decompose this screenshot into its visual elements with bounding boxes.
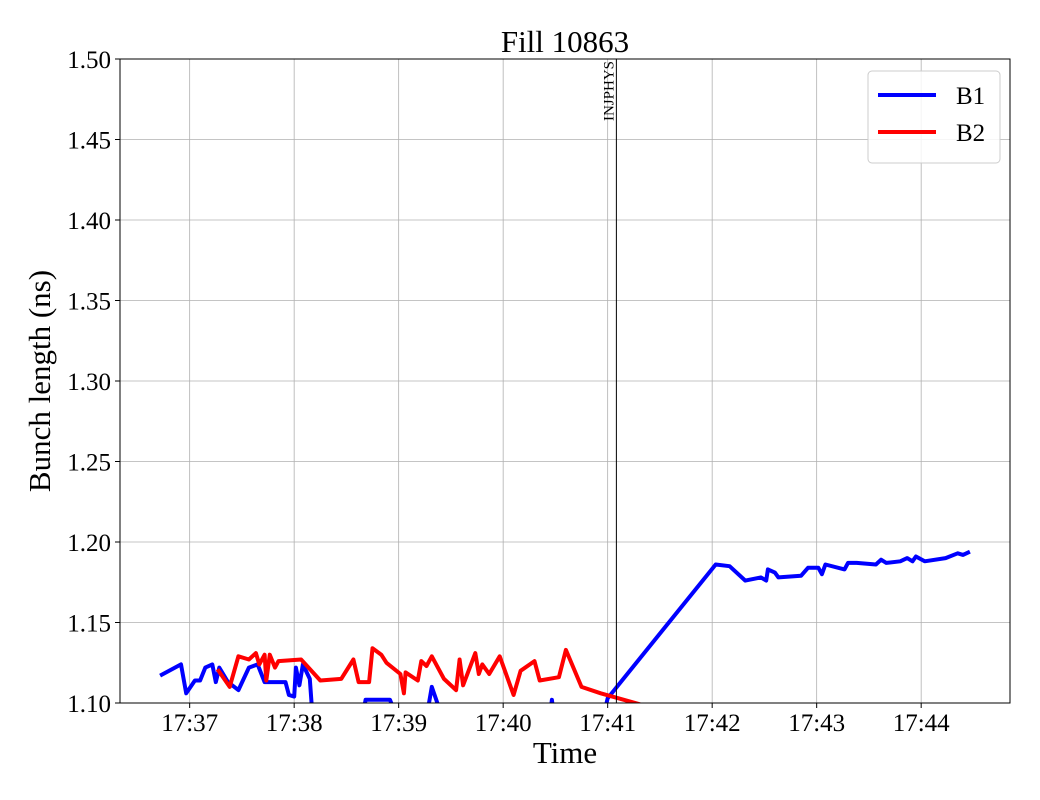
plot-area (159, 549, 971, 703)
y-axis-label: Bunch length (ns) (22, 270, 57, 492)
y-tick-label: 1.45 (67, 128, 111, 155)
chart-title: Fill 10863 (501, 24, 629, 59)
overlay: 17:37 17:38 17:39 17:40 17:41 17:42 17:43 17:44… (67, 47, 1011, 737)
data-line (215, 646, 642, 703)
legend-label: B1 (956, 83, 985, 110)
x-tick-label: 17:39 (370, 710, 427, 737)
x-tick-label: 17:44 (893, 710, 950, 737)
plot-frame (119, 58, 1011, 704)
x-tick-label: 17:42 (684, 710, 741, 737)
x-tick-label: 17:40 (475, 710, 532, 737)
data-line (159, 549, 971, 703)
y-tick-label: 1.50 (67, 47, 111, 74)
y-tick-label: 1.25 (67, 450, 111, 477)
x-tick-label: 17:41 (579, 710, 636, 737)
y-tick-label: 1.15 (67, 611, 111, 638)
annotation-text: INJPHYS (601, 61, 617, 121)
x-axis-label: Time (533, 735, 597, 770)
y-tick-label: 1.35 (67, 289, 111, 316)
y-tick-label: 1.40 (67, 208, 111, 235)
y-tick-label: 1.30 (67, 369, 111, 396)
legend-label: B2 (956, 120, 985, 147)
y-tick-label: 1.20 (67, 530, 111, 557)
x-tick-label: 17:37 (161, 710, 218, 737)
y-tick-label: 1.10 (67, 691, 111, 718)
x-tick-label: 17:43 (788, 710, 845, 737)
x-tick-label: 17:38 (266, 710, 323, 737)
